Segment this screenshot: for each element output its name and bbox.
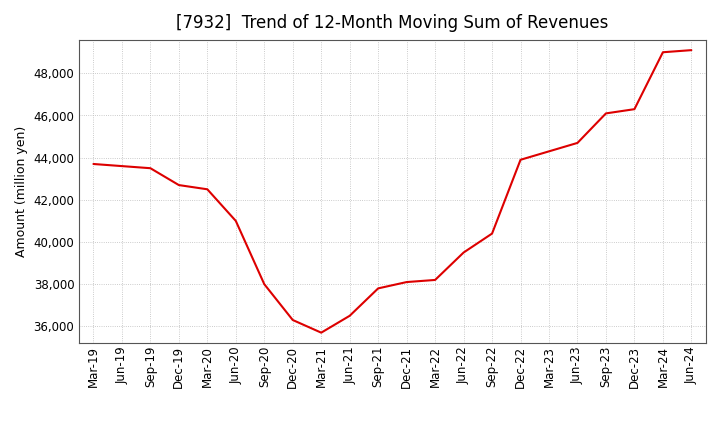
Y-axis label: Amount (million yen): Amount (million yen) — [15, 126, 28, 257]
Title: [7932]  Trend of 12-Month Moving Sum of Revenues: [7932] Trend of 12-Month Moving Sum of R… — [176, 15, 608, 33]
